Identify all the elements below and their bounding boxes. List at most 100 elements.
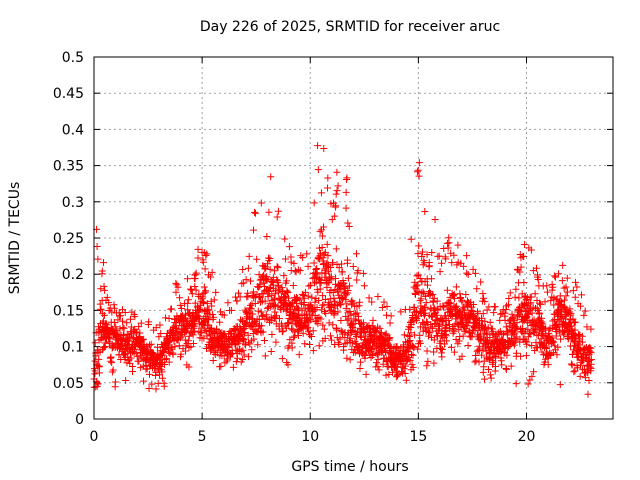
data-point — [587, 360, 595, 368]
data-point — [470, 300, 478, 308]
data-point — [283, 288, 291, 296]
data-point — [541, 298, 549, 306]
data-point — [209, 356, 217, 364]
data-point — [577, 291, 585, 299]
data-point — [407, 235, 415, 243]
data-point — [274, 207, 282, 215]
data-point — [542, 343, 550, 351]
data-point — [342, 188, 350, 196]
data-point — [248, 346, 256, 354]
data-point — [536, 300, 544, 308]
data-point — [393, 343, 401, 351]
data-point — [382, 330, 390, 338]
data-point — [417, 295, 425, 303]
data-point — [270, 296, 278, 304]
data-point — [481, 298, 489, 306]
data-point — [475, 342, 483, 350]
data-point — [573, 283, 581, 291]
data-point — [283, 277, 291, 285]
data-point — [369, 316, 377, 324]
data-point — [473, 285, 481, 293]
data-point — [581, 307, 589, 315]
data-point — [189, 331, 197, 339]
data-point — [570, 368, 578, 376]
data-point — [353, 276, 361, 284]
data-point — [382, 348, 390, 356]
data-point — [554, 306, 562, 314]
data-point — [96, 363, 104, 371]
data-point — [521, 301, 529, 309]
data-point — [414, 345, 422, 353]
data-point — [269, 278, 277, 286]
y-tick-label: 0.25 — [53, 231, 84, 247]
data-point — [452, 302, 460, 310]
data-point — [483, 306, 491, 314]
data-point — [151, 372, 159, 380]
data-point — [172, 279, 180, 287]
data-point — [303, 250, 311, 258]
data-point — [148, 380, 156, 388]
data-point — [281, 235, 289, 243]
data-point — [374, 355, 382, 363]
data-point — [423, 362, 431, 370]
data-point — [524, 380, 532, 388]
data-point — [236, 293, 244, 301]
data-point — [439, 302, 447, 310]
data-point — [435, 252, 443, 260]
data-point — [421, 303, 429, 311]
data-point — [575, 341, 583, 349]
data-point — [337, 293, 345, 301]
data-point — [543, 282, 551, 290]
data-point — [380, 298, 388, 306]
data-point — [105, 299, 113, 307]
data-point — [516, 268, 524, 276]
data-point — [284, 289, 292, 297]
data-point — [425, 262, 433, 270]
y-tick-label: 0.5 — [62, 50, 84, 66]
data-point — [280, 272, 288, 280]
data-point — [377, 329, 385, 337]
data-point — [526, 376, 534, 384]
data-point — [427, 275, 435, 283]
data-point — [100, 311, 108, 319]
data-point — [330, 301, 338, 309]
data-point — [421, 207, 429, 215]
data-point — [123, 319, 131, 327]
data-point — [323, 240, 331, 248]
data-point — [109, 366, 117, 374]
data-point — [346, 282, 354, 290]
data-point — [583, 323, 591, 331]
data-point — [329, 321, 337, 329]
data-point — [314, 142, 322, 150]
data-point — [578, 338, 586, 346]
data-point — [95, 355, 103, 363]
data-point — [527, 293, 535, 301]
data-point — [530, 368, 538, 376]
data-point — [253, 255, 261, 263]
data-point — [334, 308, 342, 316]
data-point — [454, 241, 462, 249]
data-point — [428, 249, 436, 257]
data-point — [567, 360, 575, 368]
data-point — [224, 299, 232, 307]
data-point — [309, 327, 317, 335]
data-point — [327, 336, 335, 344]
data-point — [472, 357, 480, 365]
data-point — [587, 349, 595, 357]
data-point — [566, 308, 574, 316]
data-point — [398, 363, 406, 371]
data-point — [490, 309, 498, 317]
data-point — [406, 305, 414, 313]
data-point — [359, 269, 367, 277]
data-point — [174, 283, 182, 291]
data-point — [344, 259, 352, 267]
data-point — [508, 310, 516, 318]
data-point — [300, 294, 308, 302]
data-point — [249, 288, 257, 296]
data-point — [108, 308, 116, 316]
data-point — [416, 331, 424, 339]
data-point — [202, 287, 210, 295]
data-point — [511, 337, 519, 345]
data-point — [505, 301, 513, 309]
